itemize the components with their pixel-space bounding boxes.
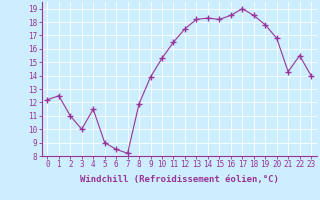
X-axis label: Windchill (Refroidissement éolien,°C): Windchill (Refroidissement éolien,°C) (80, 175, 279, 184)
